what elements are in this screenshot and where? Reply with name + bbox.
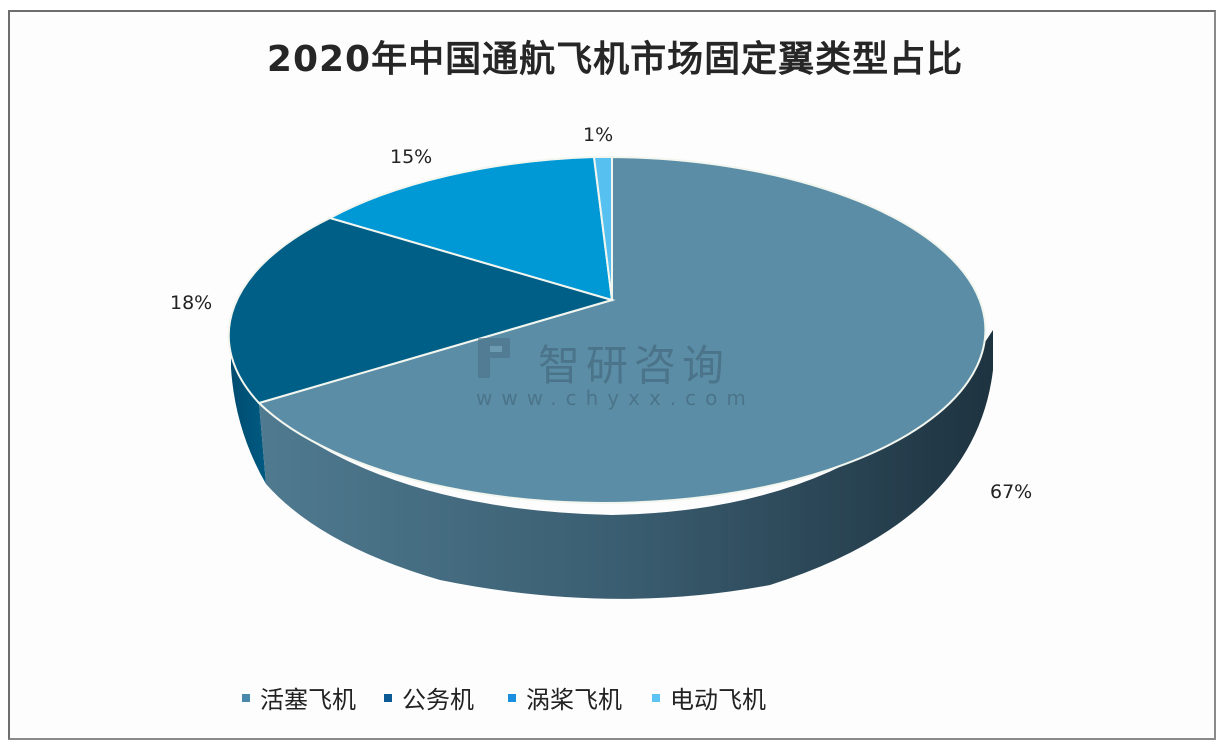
watermark: 智研咨询 www.chyxx.com xyxy=(474,332,774,412)
legend-swatch-icon xyxy=(384,693,392,702)
legend: 活塞飞机 公务机 涡桨飞机 电动飞机 xyxy=(0,680,1230,716)
slice-business[interactable] xyxy=(227,216,616,405)
watermark-name: 智研咨询 xyxy=(538,341,731,390)
label-turboprop: 15% xyxy=(390,146,433,168)
chart-title: 2020年中国通航飞机市场固定翼类型占比 xyxy=(266,39,964,80)
label-piston: 67% xyxy=(990,481,1033,503)
legend-item-piston[interactable]: 活塞飞机 xyxy=(242,680,356,715)
legend-swatch-icon xyxy=(508,693,516,702)
legend-item-business[interactable]: 公务机 xyxy=(384,680,474,715)
pie-side-piston xyxy=(259,330,993,599)
legend-swatch-icon xyxy=(652,693,660,702)
label-electric: 1% xyxy=(583,124,614,146)
legend-label: 公务机 xyxy=(402,686,474,714)
label-business: 18% xyxy=(170,292,213,314)
watermark-url: www.chyxx.com xyxy=(476,386,755,410)
slice-electric[interactable] xyxy=(592,155,613,301)
slice-piston[interactable] xyxy=(257,155,987,504)
legend-label: 涡桨飞机 xyxy=(526,686,622,714)
legend-item-turboprop[interactable]: 涡桨飞机 xyxy=(508,680,622,715)
legend-label: 活塞飞机 xyxy=(260,686,356,714)
watermark-logo-icon xyxy=(478,338,510,378)
legend-item-electric[interactable]: 电动飞机 xyxy=(652,680,766,715)
legend-label: 电动飞机 xyxy=(670,686,766,714)
slice-turboprop[interactable] xyxy=(327,155,614,302)
legend-swatch-icon xyxy=(242,693,250,702)
